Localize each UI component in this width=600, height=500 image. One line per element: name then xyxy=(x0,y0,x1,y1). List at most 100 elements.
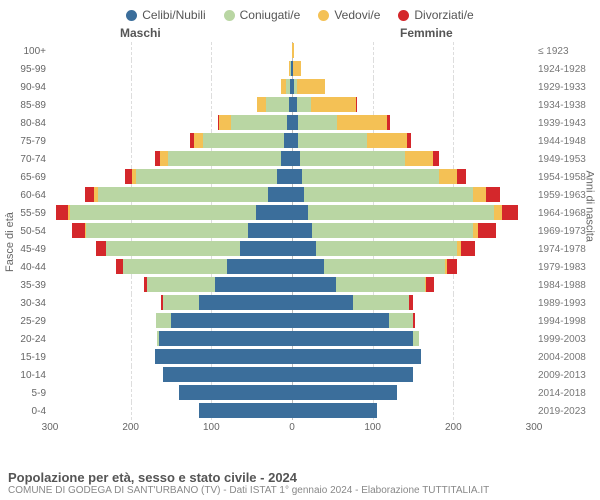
male-bars xyxy=(50,150,292,168)
bar-segment xyxy=(292,241,316,256)
female-bars xyxy=(292,168,534,186)
age-row: 60-641959-1963 xyxy=(0,186,600,204)
x-axis: 3002001000100200300 xyxy=(0,420,600,438)
birth-year-label: 2014-2018 xyxy=(534,388,600,399)
bar-segment xyxy=(240,241,292,256)
legend-swatch xyxy=(224,10,235,21)
bar-segment xyxy=(168,151,281,166)
legend-swatch xyxy=(398,10,409,21)
bar-segment xyxy=(293,61,301,76)
age-row: 40-441979-1983 xyxy=(0,258,600,276)
age-label: 90-94 xyxy=(0,82,50,93)
bars-wrap xyxy=(50,348,534,366)
age-label: 80-84 xyxy=(0,118,50,129)
age-row: 25-291994-1998 xyxy=(0,312,600,330)
female-bars xyxy=(292,240,534,258)
bar-segment xyxy=(292,313,389,328)
bar-segment xyxy=(227,259,292,274)
legend-label: Celibi/Nubili xyxy=(142,8,205,22)
bar-segment xyxy=(56,205,67,220)
x-tick: 300 xyxy=(526,422,543,433)
bar-segment xyxy=(461,241,476,256)
bar-segment xyxy=(147,277,216,292)
legend: Celibi/NubiliConiugati/eVedovi/eDivorzia… xyxy=(0,0,600,26)
age-label: 85-89 xyxy=(0,100,50,111)
age-row: 5-9 2014-2018 xyxy=(0,384,600,402)
female-bars xyxy=(292,132,534,150)
population-pyramid: Fasce di età Anni di nascita 100+≤ 19239… xyxy=(0,42,600,438)
bar-segment xyxy=(367,133,407,148)
bar-segment xyxy=(337,115,387,130)
male-bars xyxy=(50,60,292,78)
male-bars xyxy=(50,204,292,222)
age-row: 20-241999-2003 xyxy=(0,330,600,348)
bars-wrap xyxy=(50,42,534,60)
birth-year-label: 2009-2013 xyxy=(534,370,600,381)
bars-wrap xyxy=(50,168,534,186)
male-bars xyxy=(50,222,292,240)
male-bars xyxy=(50,294,292,312)
age-row: 35-391984-1988 xyxy=(0,276,600,294)
birth-year-label: 1949-1953 xyxy=(534,154,600,165)
bar-segment xyxy=(163,367,292,382)
bar-segment xyxy=(70,205,256,220)
legend-item: Divorziati/e xyxy=(398,8,473,22)
age-label: 70-74 xyxy=(0,154,50,165)
bar-segment xyxy=(292,205,308,220)
age-label: 5-9 xyxy=(0,388,50,399)
age-row: 65-691954-1958 xyxy=(0,168,600,186)
age-row: 70-74 1949-1953 xyxy=(0,150,600,168)
bar-segment xyxy=(199,295,292,310)
bar-segment xyxy=(304,187,473,202)
bar-segment xyxy=(203,133,284,148)
bar-segment xyxy=(163,295,199,310)
bar-segment xyxy=(292,349,421,364)
age-row: 95-991924-1928 xyxy=(0,60,600,78)
bar-segment xyxy=(292,385,397,400)
legend-item: Celibi/Nubili xyxy=(126,8,205,22)
female-bars xyxy=(292,312,534,330)
female-bars xyxy=(292,78,534,96)
bars-wrap xyxy=(50,78,534,96)
bar-segment xyxy=(389,313,413,328)
bar-segment xyxy=(248,223,292,238)
legend-item: Coniugati/e xyxy=(224,8,301,22)
bar-segment xyxy=(302,169,439,184)
bar-segment xyxy=(502,205,518,220)
bar-segment xyxy=(473,187,485,202)
bar-segment xyxy=(85,187,95,202)
bar-segment xyxy=(268,187,292,202)
female-bars xyxy=(292,402,534,420)
female-bars xyxy=(292,150,534,168)
birth-year-label: 1944-1948 xyxy=(534,136,600,147)
bar-segment xyxy=(311,97,355,112)
bar-segment xyxy=(199,403,292,418)
age-row: 75-791944-1948 xyxy=(0,132,600,150)
legend-label: Coniugati/e xyxy=(240,8,301,22)
bars-wrap xyxy=(50,222,534,240)
female-bars xyxy=(292,60,534,78)
bar-segment xyxy=(486,187,501,202)
male-bars xyxy=(50,402,292,420)
bar-segment xyxy=(98,187,267,202)
chart-footer: Popolazione per età, sesso e stato civil… xyxy=(8,470,592,496)
female-bars xyxy=(292,276,534,294)
bar-segment xyxy=(156,313,171,328)
female-bars xyxy=(292,222,534,240)
birth-year-label: 1924-1928 xyxy=(534,64,600,75)
birth-year-label: 1934-1938 xyxy=(534,100,600,111)
bar-segment xyxy=(159,331,292,346)
bars-wrap xyxy=(50,114,534,132)
bars-wrap xyxy=(50,312,534,330)
age-row: 10-142009-2013 xyxy=(0,366,600,384)
legend-swatch xyxy=(318,10,329,21)
bars-wrap xyxy=(50,240,534,258)
bars-wrap xyxy=(50,186,534,204)
x-tick: 100 xyxy=(364,422,381,433)
bar-segment xyxy=(215,277,292,292)
bar-segment xyxy=(292,223,312,238)
female-bars xyxy=(292,330,534,348)
bar-segment xyxy=(439,169,457,184)
birth-year-label: 1989-1993 xyxy=(534,298,600,309)
x-tick: 200 xyxy=(445,422,462,433)
